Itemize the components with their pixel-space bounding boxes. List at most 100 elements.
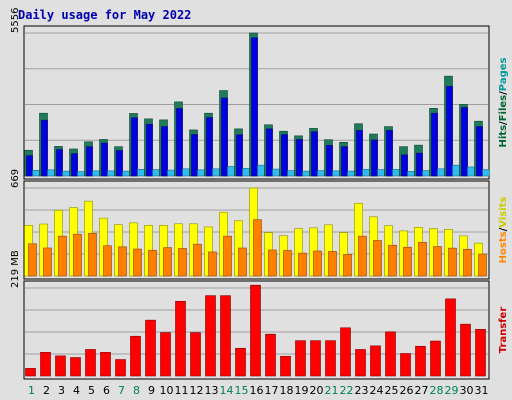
bar-transfer [100, 351, 111, 377]
bar-transfer [220, 295, 231, 377]
bar-pages [152, 169, 160, 177]
bar-pages [392, 169, 400, 177]
bar-files [386, 130, 393, 177]
bar-pages [122, 170, 130, 177]
bar-pages [92, 170, 100, 177]
bar-files [71, 153, 78, 177]
bar-pages [407, 171, 415, 177]
bar-hosts [88, 232, 97, 277]
day-label: 16 [250, 384, 264, 397]
bar-hosts [193, 243, 202, 277]
legend-part: / [498, 121, 509, 125]
day-label: 24 [370, 384, 384, 397]
bar-hosts [208, 251, 217, 277]
bar-hosts [223, 235, 232, 277]
bar-pages [227, 166, 235, 177]
bar-files [26, 155, 33, 177]
bar-files [86, 146, 93, 177]
day-label: 4 [73, 384, 80, 397]
bar-transfer [235, 347, 246, 377]
day-label: 30 [460, 384, 474, 397]
bar-files [431, 112, 438, 177]
bar-transfer [70, 357, 81, 377]
bar-hosts [28, 243, 37, 277]
bar-pages [302, 170, 310, 177]
legend-part: Files [498, 95, 509, 121]
bar-hosts [73, 233, 82, 277]
bar-transfer [280, 356, 291, 377]
day-label: 1 [28, 384, 35, 397]
day-label: 10 [160, 384, 174, 397]
day-label: 23 [355, 384, 369, 397]
bar-pages [137, 169, 145, 177]
bar-pages [107, 170, 115, 177]
bar-pages [257, 164, 265, 177]
bar-files [41, 119, 48, 177]
day-label: 28 [430, 384, 444, 397]
panel-hosts-visits: 669 Hosts/Visits [10, 169, 509, 280]
bar-files [311, 131, 318, 177]
bar-transfer [40, 351, 51, 377]
bar-hosts [118, 246, 127, 277]
bar-hosts [148, 249, 157, 277]
bar-transfer [160, 332, 171, 377]
day-label: 11 [175, 384, 189, 397]
bar-transfer [340, 327, 351, 377]
bar-transfer [205, 295, 216, 377]
bar-files [161, 126, 168, 177]
bar-files [416, 152, 423, 177]
bar-hosts [178, 248, 187, 277]
bar-pages [482, 169, 490, 177]
bar-transfer [295, 340, 306, 377]
bar-pages [287, 170, 295, 177]
bar-files [371, 139, 378, 177]
bar-hosts [133, 248, 142, 277]
bar-transfer [460, 323, 471, 377]
bar-hosts [388, 244, 397, 277]
day-label: 12 [190, 384, 204, 397]
bar-transfer [370, 345, 381, 377]
bar-transfer [265, 333, 276, 377]
bar-files [146, 123, 153, 177]
bar-pages [317, 170, 325, 177]
bar-transfer [430, 340, 441, 377]
bar-pages [452, 164, 460, 177]
bar-hosts [43, 247, 52, 277]
day-axis: 1 2 3 4 5 6 7 8 9 10 11 12 13 14 15 16 17 18 19 20 21 22 23 24 2… [28, 384, 489, 397]
bar-files [446, 86, 453, 177]
bar-transfer [85, 349, 96, 377]
bar-transfer [355, 349, 366, 377]
bar-transfer [400, 353, 411, 377]
bar-files [176, 108, 183, 177]
bar-pages [362, 169, 370, 177]
bar-hosts [58, 235, 67, 277]
day-label: 18 [280, 384, 294, 397]
bar-hosts [418, 242, 427, 277]
bar-pages [182, 168, 190, 177]
scale-label: 5556 [10, 8, 21, 33]
bar-files [116, 150, 123, 177]
day-label: 31 [475, 384, 489, 397]
day-label: 29 [445, 384, 459, 397]
legend-part: / [498, 91, 509, 95]
bar-pages [272, 168, 280, 177]
bar-transfer [445, 298, 456, 377]
legend-part: Visits [498, 197, 509, 228]
day-label: 15 [235, 384, 249, 397]
bar-files [206, 117, 213, 177]
bar-pages [242, 167, 250, 177]
bar-transfer [475, 329, 486, 377]
bar-hosts [343, 254, 352, 277]
day-label: 25 [385, 384, 399, 397]
bar-pages [332, 170, 340, 177]
bar-transfer [55, 355, 66, 377]
legend-part: Transfer [498, 307, 509, 354]
day-label: 5 [88, 384, 95, 397]
bar-files [476, 126, 483, 177]
bar-files [341, 146, 348, 177]
bar-hosts [328, 251, 337, 277]
bar-hosts [298, 252, 307, 277]
